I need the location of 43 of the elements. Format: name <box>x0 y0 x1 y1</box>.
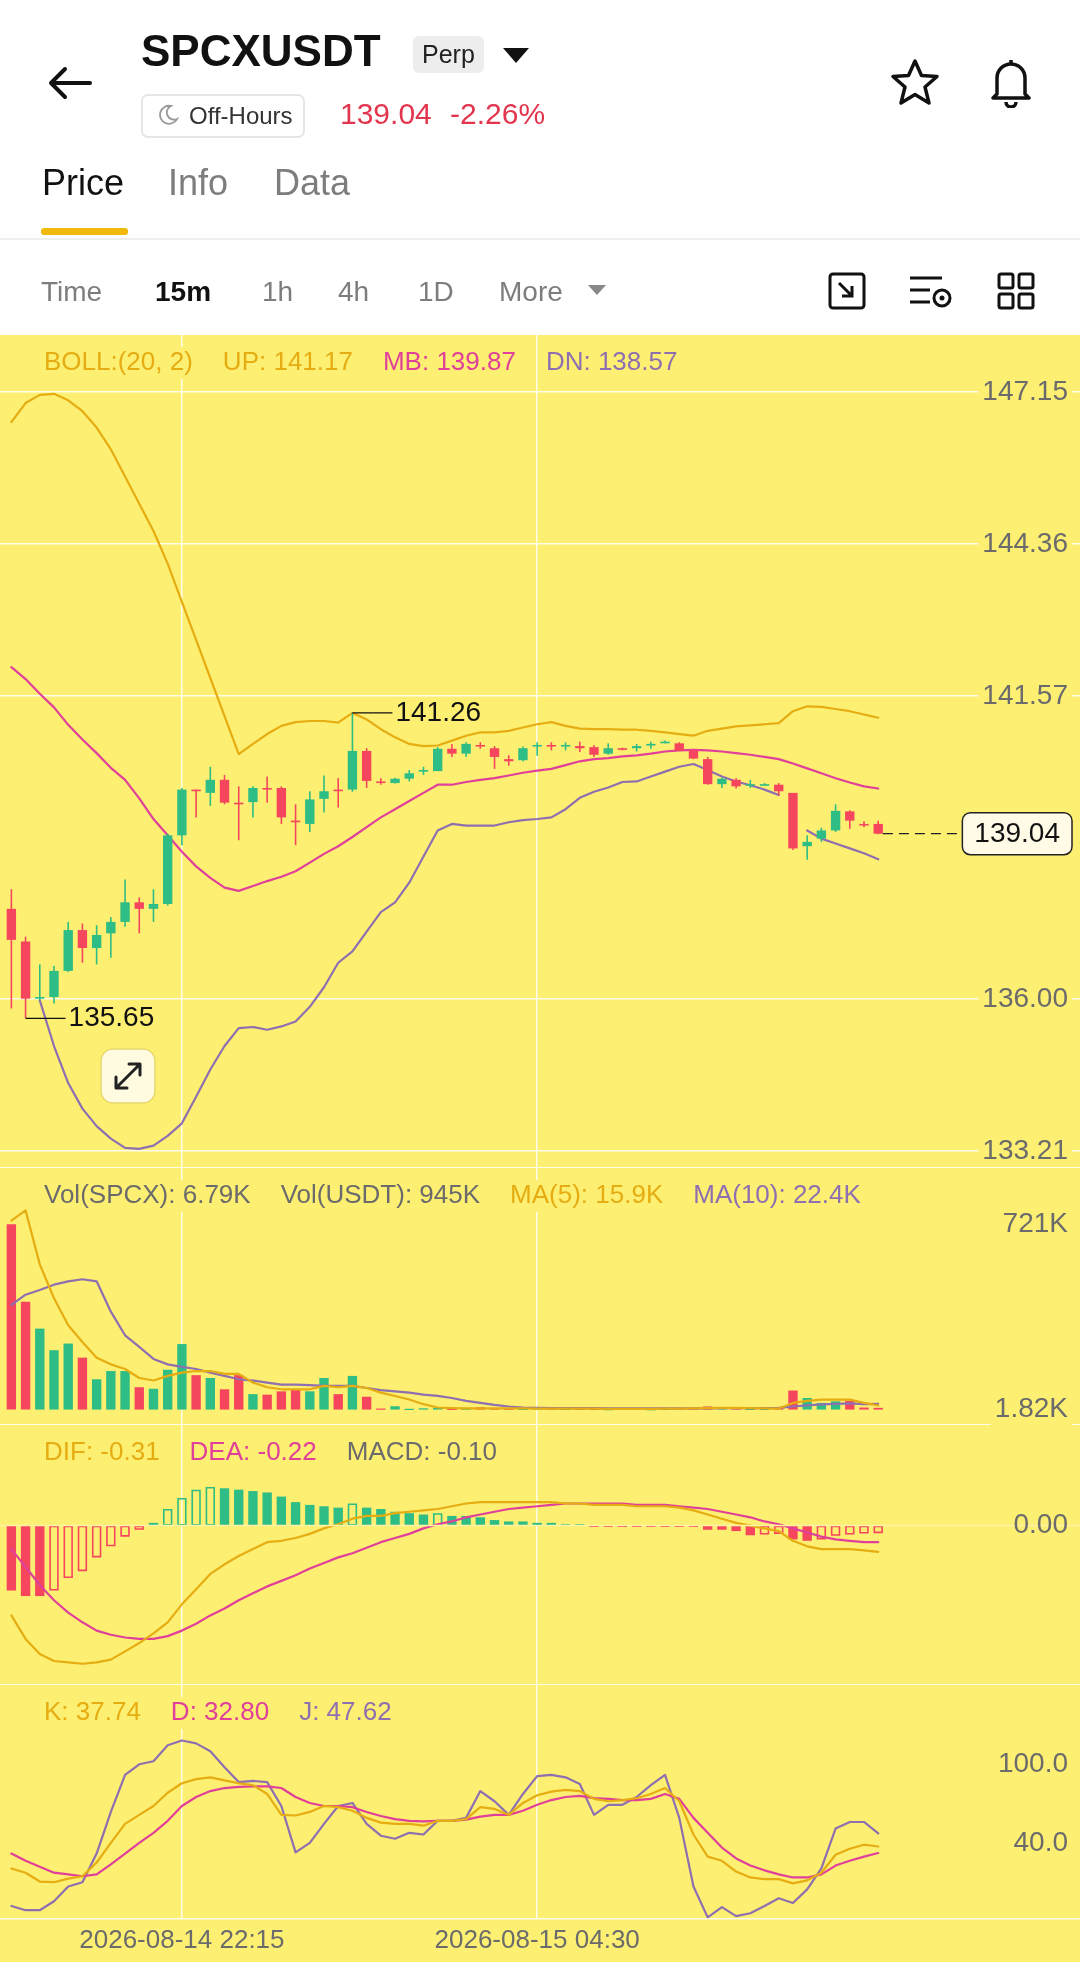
annotation: Vol(SPCX): 6.79K <box>44 1179 252 1210</box>
text: Data <box>274 162 351 204</box>
y-tick-label: 100.0 <box>997 1746 1068 1778</box>
text: MA(10): 22.4K <box>693 1179 862 1210</box>
y-tick-label: 144.36 <box>982 526 1068 558</box>
text: MA(5): 15.9K <box>510 1179 664 1210</box>
text: Price <box>42 162 125 204</box>
text: J: 47.62 <box>299 1696 392 1727</box>
y-tick-label: 1.82K <box>994 1391 1069 1423</box>
text: K: 37.74 <box>44 1696 141 1727</box>
text: Perp <box>413 36 484 73</box>
annotation: 141.26 <box>395 695 482 727</box>
y-tick-label: 147.15 <box>982 374 1068 406</box>
text: Time <box>41 276 103 309</box>
text: 139.04 <box>340 97 432 132</box>
text: Off-Hours <box>141 94 305 138</box>
annotation: Vol(USDT): 945K <box>280 1179 481 1210</box>
text: 1h <box>262 276 294 309</box>
x-tick-label: 2026-08-14 22:15 <box>79 1923 285 1954</box>
y-tick-label: 136.00 <box>982 981 1068 1013</box>
text: SPCXUSDT <box>141 26 381 76</box>
text: 15m <box>155 276 212 309</box>
text: D: 32.80 <box>170 1696 270 1727</box>
text: 1D <box>418 276 454 309</box>
text: MACD: -0.10 <box>346 1436 498 1467</box>
y-tick-label: 141.57 <box>982 678 1068 710</box>
text: DIF: -0.31 <box>44 1436 160 1467</box>
text: Info <box>168 162 229 204</box>
ref-line-label: 0.00 <box>1013 1508 1068 1540</box>
ref-line-label: 139.04 <box>974 817 1060 849</box>
annotation: 135.65 <box>68 1001 155 1032</box>
text: More <box>499 276 563 309</box>
legend-title: BOLL:(20, 2) <box>44 346 193 377</box>
y-tick-label: 40.0 <box>1013 1826 1068 1858</box>
y-tick-label: 133.21 <box>982 1133 1068 1165</box>
text: DEA: -0.22 <box>189 1436 317 1467</box>
text: 4h <box>338 276 370 309</box>
text: DN: 138.57 <box>545 346 678 377</box>
y-tick-label: 721K <box>1002 1207 1069 1238</box>
x-tick-label: 2026-08-15 04:30 <box>434 1923 640 1954</box>
text: -2.26% <box>450 97 546 132</box>
text: MB: 139.87 <box>382 346 516 377</box>
text: UP: 141.17 <box>222 346 353 377</box>
